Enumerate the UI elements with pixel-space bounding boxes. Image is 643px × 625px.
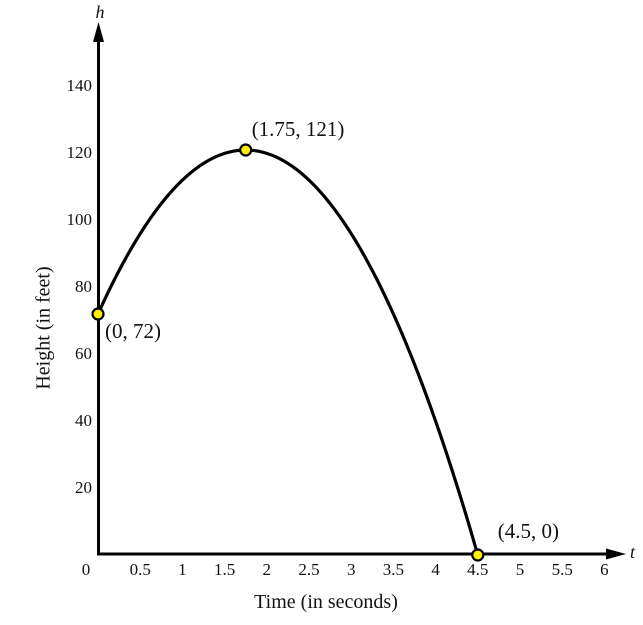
x-tick-label: 3: [346, 560, 356, 579]
x-axis-title: Time (in seconds): [254, 591, 398, 613]
data-point-marker: [91, 307, 105, 321]
y-tick-label: 60: [75, 344, 92, 364]
y-axis-symbol-label: h: [95, 2, 105, 22]
x-tick-label: 5: [515, 560, 525, 579]
data-point-marker: [471, 548, 485, 562]
axes-lines: [97, 40, 611, 556]
x-axis-symbol-label: t: [630, 542, 636, 562]
x-tick-label: 0.5: [129, 560, 151, 579]
y-tick-label: 80: [75, 277, 92, 297]
y-tick-label: 40: [75, 411, 92, 431]
y-axis-title: Height (in feet): [32, 266, 55, 390]
x-axis-arrowhead: [606, 548, 626, 560]
x-tick-label: 2: [262, 560, 272, 579]
x-tick-label: 4: [431, 560, 440, 579]
y-tick-label: 20: [75, 478, 92, 498]
x-tick-label: 6: [600, 560, 609, 579]
x-tick-label: 4.5: [467, 560, 489, 579]
data-point-marker: [239, 143, 253, 157]
x-tick-label: 1: [178, 560, 187, 579]
y-tick-label: 120: [66, 143, 93, 163]
y-axis-arrowhead: [93, 22, 104, 42]
point-coordinate-label: (1.75, 121): [251, 117, 345, 141]
x-tick-label: 0: [81, 560, 91, 579]
y-tick-label: 140: [66, 76, 93, 96]
height-curve: [96, 148, 480, 557]
x-tick-label: 2.5: [298, 560, 320, 579]
y-tick-label: 100: [66, 210, 93, 230]
x-tick-label: 1.5: [213, 560, 236, 579]
x-tick-label: 5.5: [551, 560, 573, 579]
point-coordinate-label: (4.5, 0): [497, 519, 560, 543]
point-coordinate-label: (0, 72): [105, 319, 161, 344]
x-tick-label: 3.5: [382, 560, 405, 579]
